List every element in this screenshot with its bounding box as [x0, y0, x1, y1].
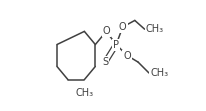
- Text: O: O: [123, 51, 131, 60]
- Text: O: O: [119, 22, 126, 32]
- Text: CH₃: CH₃: [146, 24, 164, 34]
- Text: CH₃: CH₃: [75, 88, 94, 98]
- Text: O: O: [102, 26, 110, 36]
- Text: P: P: [113, 40, 119, 50]
- Text: CH₃: CH₃: [150, 68, 168, 78]
- Text: S: S: [102, 57, 108, 67]
